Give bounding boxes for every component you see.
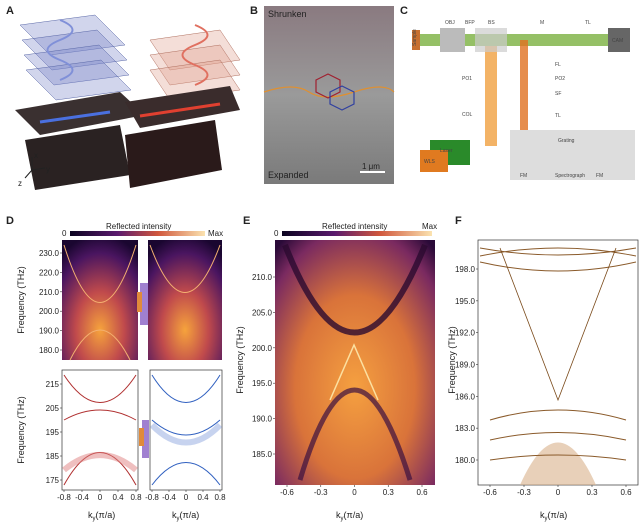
- x-tick-label: 0: [352, 488, 357, 497]
- x-tick-label: 0.8: [214, 493, 226, 502]
- y-tick-label: 185.0: [252, 450, 273, 459]
- component-label: SF: [555, 91, 561, 97]
- component-label: PO2: [555, 76, 565, 82]
- scale-bar: 1 μm: [362, 162, 380, 171]
- x-tick-label: 0.3: [383, 488, 395, 497]
- panel-label: E: [243, 215, 250, 227]
- axis-label: z: [18, 179, 22, 188]
- x-tick-label: 0.8: [130, 493, 142, 502]
- x-tick-label: 0.6: [620, 488, 632, 497]
- y-tick-label: 198.0: [455, 265, 476, 274]
- y-axis-label: Frequency (THz): [235, 326, 245, 394]
- y-tick-label: 180.0: [39, 346, 60, 355]
- y-tick-label: 180.0: [455, 456, 476, 465]
- y-tick-label: 220.0: [39, 268, 60, 277]
- colorbar-max: Max: [208, 229, 223, 238]
- component-label: WLS: [424, 159, 436, 165]
- x-tick-label: -0.3: [314, 488, 328, 497]
- y-tick-label: 175: [46, 476, 60, 485]
- component-label: Laser: [440, 148, 453, 154]
- y-axis-label: Frequency (THz): [16, 266, 26, 334]
- panel-label: A: [6, 5, 14, 17]
- x-tick-label: -0.3: [517, 488, 531, 497]
- x-tick-label: 0: [98, 493, 103, 502]
- colorbar-min: 0: [62, 229, 67, 238]
- component-label: FM: [596, 173, 603, 179]
- component-label: OBJ: [445, 20, 455, 26]
- x-tick-label: -0.8: [57, 493, 71, 502]
- y-tick-label: 189.0: [455, 361, 476, 370]
- y-tick-label: 205.0: [252, 308, 273, 317]
- y-tick-label: 190.0: [39, 327, 60, 336]
- y-tick-label: 195.0: [455, 297, 476, 306]
- x-tick-label: 0.4: [112, 493, 124, 502]
- colorbar-min: 0: [274, 229, 279, 238]
- x-tick-label: 0.6: [416, 488, 428, 497]
- component-label: FL: [555, 62, 561, 68]
- y-tick-label: 230.0: [39, 249, 60, 258]
- y-tick-label: 195.0: [252, 379, 273, 388]
- x-tick-label: 0.3: [586, 488, 598, 497]
- y-tick-label: 190.0: [252, 415, 273, 424]
- y-axis-label: Frequency (THz): [16, 396, 26, 464]
- panel-a: A x y z: [6, 5, 241, 190]
- colorbar-title: Reflected intensity: [322, 222, 387, 231]
- x-tick-label: 0: [556, 488, 561, 497]
- y-tick-label: 210.0: [39, 288, 60, 297]
- component-label: BS: [488, 20, 495, 26]
- panel-e: E Reflected intensity 0 Max Frequency (T…: [235, 215, 437, 522]
- component-label: COL: [462, 112, 473, 118]
- y-tick-label: 186.0: [455, 392, 476, 401]
- panel-b: B Shrunken Expanded 1 μm: [250, 5, 395, 184]
- component-label: TL: [585, 20, 591, 26]
- component-label: M: [540, 20, 544, 26]
- region-label: Expanded: [268, 170, 309, 180]
- y-tick-label: 192.0: [455, 329, 476, 338]
- y-tick-label: 200.0: [39, 307, 60, 316]
- panel-label: D: [6, 215, 14, 227]
- axis-label: y: [46, 165, 50, 174]
- panel-label: B: [250, 5, 258, 17]
- panel-label: F: [455, 215, 462, 227]
- y-tick-label: 185: [46, 452, 60, 461]
- x-axis-label: ky(π/a): [172, 510, 199, 522]
- x-axis-label: ky(π/a): [336, 510, 363, 522]
- component-label: Spectrograph: [555, 173, 585, 179]
- y-tick-label: 200.0: [252, 344, 273, 353]
- colorbar-title: Reflected intensity: [106, 222, 171, 231]
- x-axis-label: ky(π/a): [88, 510, 115, 522]
- x-tick-label: -0.4: [75, 493, 89, 502]
- x-tick-label: 0: [184, 493, 189, 502]
- panel-c: C OBJ BFP BS M TL CAM Sample PO1 PO2 FL …: [400, 5, 635, 180]
- y-tick-label: 210.0: [252, 273, 273, 282]
- region-label: Shrunken: [268, 9, 307, 19]
- axis-label: x: [34, 151, 38, 160]
- panel-d: D Reflected intensity 0 Max Frequency (T…: [6, 215, 223, 522]
- component-label: Sample: [412, 29, 418, 46]
- component-label: Grating: [558, 138, 575, 144]
- component-label: PO1: [462, 76, 472, 82]
- x-tick-label: -0.6: [483, 488, 497, 497]
- x-tick-label: -0.8: [145, 493, 159, 502]
- component-label: TL: [555, 113, 561, 119]
- y-tick-label: 215: [46, 380, 60, 389]
- colorbar-max: Max: [422, 222, 437, 231]
- component-label: FM: [520, 173, 527, 179]
- component-label: BFP: [465, 20, 475, 26]
- sem-image: [264, 6, 394, 184]
- y-axis-label: Frequency (THz): [447, 326, 457, 394]
- y-tick-label: 183.0: [455, 424, 476, 433]
- x-tick-label: 0.4: [197, 493, 209, 502]
- x-tick-label: -0.4: [162, 493, 176, 502]
- panel-label: C: [400, 5, 408, 17]
- x-tick-label: -0.6: [280, 488, 294, 497]
- panel-f: F Frequency (THz) ky(π/a): [447, 215, 639, 522]
- y-tick-label: 205: [46, 404, 60, 413]
- y-tick-label: 195: [46, 428, 60, 437]
- x-axis-label: ky(π/a): [540, 510, 567, 522]
- component-label: CAM: [612, 38, 623, 44]
